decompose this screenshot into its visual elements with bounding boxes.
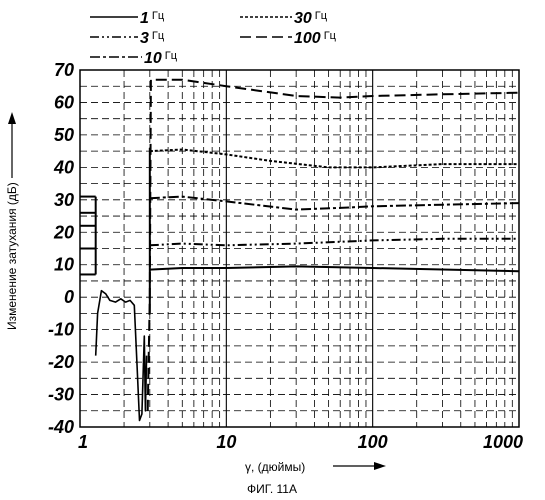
legend-label: 3Гц: [140, 30, 165, 47]
x-tick-label: 1000: [483, 432, 523, 452]
figure-caption: ФИГ. 11А: [247, 482, 297, 496]
legend-unit: Гц: [324, 30, 337, 42]
x-axis-label: γ, (дюймы): [245, 460, 305, 474]
y-tick-label: 60: [54, 92, 74, 112]
series-line: [150, 150, 519, 168]
series-line: [150, 266, 519, 271]
legend-value: 3: [140, 30, 149, 47]
legend-value: 10: [144, 50, 162, 67]
legend-value: 1: [140, 10, 149, 27]
y-tick-labels: 70 60 50 40 30 20 10 0 -10 -20 -30 -40: [48, 60, 74, 437]
y-tick-label: -30: [48, 385, 74, 405]
x-axis-label-group: γ, (дюймы): [245, 460, 386, 474]
left-stubs: [80, 197, 96, 275]
legend-unit: Гц: [152, 10, 165, 22]
legend-unit: Гц: [152, 30, 165, 42]
legend-value: 100: [294, 30, 321, 47]
y-tick-label: 50: [54, 125, 74, 145]
legend-label: 30Гц: [294, 10, 328, 27]
y-axis-label-group: Изменение затухания (дБ): [5, 112, 19, 330]
series-line: [150, 197, 519, 210]
legend-unit: Гц: [165, 50, 178, 62]
legend-value: 30: [294, 10, 312, 27]
x-tick-labels: 1 10 100 1000: [78, 432, 523, 452]
legend-label: 10Гц: [144, 50, 178, 67]
y-tick-label: -10: [48, 320, 74, 340]
series-line: [150, 239, 519, 246]
y-tick-label: 0: [64, 287, 74, 307]
y-tick-label: 70: [54, 60, 74, 80]
legend-label: 100Гц: [294, 30, 337, 47]
y-tick-label: -40: [48, 417, 74, 437]
x-axis-arrow-head: [374, 462, 386, 470]
y-tick-label: 30: [54, 190, 74, 210]
y-axis-label: Изменение затухания (дБ): [5, 182, 19, 330]
y-tick-label: 10: [54, 255, 74, 275]
legend: 1Гц3Гц10Гц30Гц100Гц: [90, 10, 337, 67]
y-axis-arrow-head: [8, 112, 16, 124]
y-tick-label: 40: [53, 157, 74, 177]
legend-label: 1Гц: [140, 10, 165, 27]
y-tick-label: -20: [48, 352, 74, 372]
x-tick-label: 100: [358, 432, 388, 452]
legend-unit: Гц: [315, 10, 328, 22]
x-tick-label: 10: [216, 432, 236, 452]
x-tick-label: 1: [78, 432, 88, 452]
low-region-trace: [96, 291, 147, 421]
y-tick-label: 20: [53, 222, 74, 242]
series-lines: [96, 80, 519, 421]
